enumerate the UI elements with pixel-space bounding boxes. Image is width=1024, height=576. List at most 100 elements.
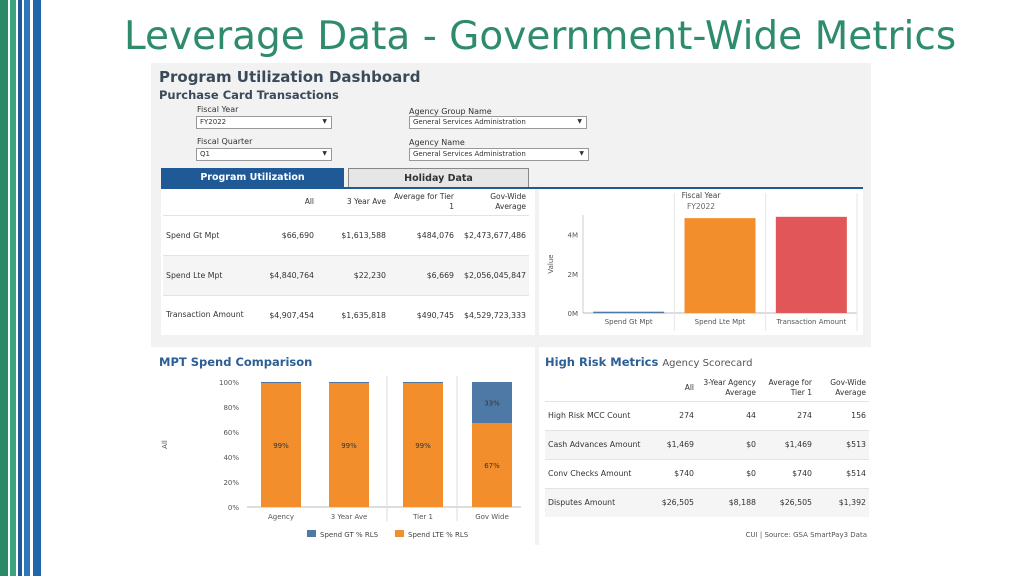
col-header: All [304,196,314,206]
col-header: Average for Tier 1 [393,191,454,211]
y-tick-label: 20% [223,479,239,487]
bar-segment [261,382,301,384]
x-tick-label: Spend Lte Mpt [695,318,746,326]
y-axis-title: Value [547,254,555,273]
col-header: 3-Year Agency Average [703,377,756,397]
mpt-panel: MPT Spend Comparison 0% 20% 40% 60% 80% 100% A… [151,347,535,545]
table-row: Spend Lte Mpt $4,840,764 $22,230 $6,669 … [163,254,529,295]
cell: $26,505 [649,487,697,517]
legend-swatch [395,530,404,537]
chevron-down-icon: ▼ [322,118,327,125]
legend-label: Spend GT % RLS [320,531,379,539]
fiscal-chart-header: Fiscal Year [681,191,721,200]
cell: $2,473,677,486 [457,214,529,255]
tab-program-utilization[interactable]: Program Utilization [161,168,344,188]
cell: $740 [649,458,697,488]
slide-title: Leverage Data - Government-Wide Metrics [124,14,957,59]
cell: $4,907,454 [251,294,317,335]
col-header: Average for Tier 1 [768,377,813,397]
row-label: Spend Gt Mpt [163,214,251,255]
cell: $514 [815,458,869,488]
cell: $740 [759,458,815,488]
fiscal-year-chart-panel: Fiscal Year FY2022 0M 2M 4M Value Spend Gt M… [539,189,863,335]
col-header: All [684,382,694,392]
cell: $4,840,764 [251,254,317,295]
high-risk-panel: High Risk Metrics Agency Scorecard All 3… [539,347,871,545]
cell: 44 [697,400,759,430]
cell: $1,469 [759,429,815,459]
utilization-table: All 3 Year Ave Average for Tier 1 Gov-Wi… [163,189,529,335]
fiscal-year-bar-chart: 0M 2M 4M Value Spend Gt Mpt Spend Lte Mpt Tran… [547,193,858,331]
high-risk-title: High Risk Metrics [545,355,659,369]
agency-group-select[interactable]: General Services Administration ▼ [409,116,587,129]
table-row: Transaction Amount $4,907,454 $1,635,818… [163,294,529,335]
fiscal-quarter-select[interactable]: Q1 ▼ [196,148,332,161]
fiscal-quarter-label: Fiscal Quarter [197,137,253,146]
table-row: Spend Gt Mpt $66,690 $1,613,588 $484,076… [163,214,529,255]
cell: $8,188 [697,487,759,517]
agency-name-value: General Services Administration [413,150,526,158]
agency-name-select[interactable]: General Services Administration ▼ [409,148,589,161]
cell: $1,392 [815,487,869,517]
decorative-stripes [0,0,44,576]
legend-label: Spend LTE % RLS [408,531,469,539]
chevron-down-icon: ▼ [579,150,584,157]
x-tick-label: Tier 1 [412,513,433,521]
fiscal-year-select[interactable]: FY2022 ▼ [196,116,332,129]
chevron-down-icon: ▼ [322,150,327,157]
y-tick-label: 4M [568,232,579,240]
table-row: Cash Advances Amount $1,469 $0 $1,469 $5… [545,429,869,459]
cell: $22,230 [317,254,389,295]
y-tick-label: 0M [568,310,579,318]
y-tick-label: 40% [223,454,239,462]
data-label: 99% [273,442,289,450]
cell: $66,690 [251,214,317,255]
data-label: 99% [415,442,431,450]
col-header: Gov-Wide Average [830,377,866,397]
x-tick-label: Spend Gt Mpt [605,318,653,326]
high-risk-title-wrap: High Risk Metrics Agency Scorecard [545,355,753,369]
legend-swatch [307,530,316,537]
row-label: High Risk MCC Count [545,400,649,430]
cell: $1,469 [649,429,697,459]
fiscal-year-label: Fiscal Year [197,105,239,114]
cell: $0 [697,458,759,488]
cell: $513 [815,429,869,459]
row-label: Disputes Amount [545,487,649,517]
high-risk-table: All 3-Year Agency Average Average for Ti… [545,375,869,517]
source-note: CUI | Source: GSA SmartPay3 Data [745,531,867,539]
fiscal-year-value: FY2022 [200,118,227,126]
agency-group-value: General Services Administration [413,118,526,126]
table-row: Conv Checks Amount $740 $0 $740 $514 [545,458,869,488]
table-row: Disputes Amount $26,505 $8,188 $26,505 $… [545,487,869,517]
cell: $490,745 [389,294,457,335]
y-tick-label: 80% [223,404,239,412]
cell: $0 [697,429,759,459]
tab-holiday-data[interactable]: Holiday Data [348,168,529,188]
bar-segment [403,383,443,507]
cell: $1,613,588 [317,214,389,255]
x-tick-label: Agency [268,513,294,521]
col-header: Gov-Wide Average [490,191,526,211]
mpt-stacked-bar-chart: 0% 20% 40% 60% 80% 100% All 99% Agency 99% 3 Year … [161,376,521,539]
row-label: Transaction Amount [163,294,251,335]
bar-segment [261,383,301,507]
bar [684,218,756,313]
x-tick-label: Transaction Amount [775,318,846,326]
tab-underline [161,187,863,189]
cell: $6,669 [389,254,457,295]
y-tick-label: 100% [219,379,239,387]
fiscal-chart-subheader: FY2022 [687,202,715,211]
dashboard: Program Utilization Dashboard Purchase C… [151,63,871,545]
row-label: Cash Advances Amount [545,429,649,459]
cell: 274 [759,400,815,430]
bar-segment [472,382,512,424]
cell: 274 [649,400,697,430]
col-header: 3 Year Ave [346,196,386,206]
data-label: 99% [341,442,357,450]
row-label: Conv Checks Amount [545,458,649,488]
bar-segment [403,382,443,384]
utilization-table-panel: All 3 Year Ave Average for Tier 1 Gov-Wi… [161,189,535,335]
dashboard-subtitle: Purchase Card Transactions [159,88,339,102]
fiscal-quarter-value: Q1 [200,150,210,158]
